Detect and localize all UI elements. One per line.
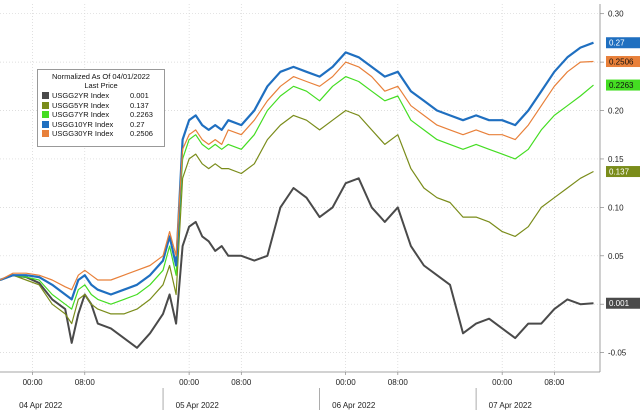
y-tick-label: 0.30	[608, 10, 624, 19]
series-line	[0, 109, 594, 325]
x-date-label: 06 Apr 2022	[332, 401, 376, 410]
legend-swatch	[42, 111, 49, 119]
legend-series-value: 0.2263	[130, 110, 153, 119]
x-tick-label: 00:00	[23, 378, 44, 387]
series-line	[0, 177, 594, 349]
x-tick-label: 08:00	[544, 378, 565, 387]
x-tick-label: 00:00	[179, 378, 200, 387]
legend: Normalized As Of 04/01/2022 Last Price U…	[37, 69, 165, 147]
x-date-label: 07 Apr 2022	[489, 401, 533, 410]
last-price-tag	[606, 79, 640, 91]
legend-series-name: USGG30YR Index	[52, 129, 114, 138]
x-tick-label: 08:00	[75, 378, 96, 387]
x-tick-label: 00:00	[336, 378, 357, 387]
series-line	[0, 60, 594, 291]
last-price-label: 0.2506	[609, 58, 634, 67]
legend-item: USGG10YR Index 0.27	[42, 120, 160, 130]
x-tick-label: 08:00	[231, 378, 252, 387]
last-price-tag	[606, 37, 640, 49]
y-tick-label: 0.15	[608, 155, 624, 164]
last-price-tag	[606, 56, 640, 68]
legend-title: Normalized As Of 04/01/2022	[52, 72, 150, 81]
legend-swatch	[42, 92, 49, 100]
y-tick-label: 0.10	[608, 203, 624, 212]
last-price-label: 0.27	[609, 39, 625, 48]
last-price-label: 0.137	[609, 168, 630, 177]
legend-item: USGG5YR Index 0.137	[42, 101, 160, 111]
last-price-label: 0.2263	[609, 81, 634, 90]
y-tick-label: 0.20	[608, 107, 624, 116]
legend-series-value: 0.137	[130, 100, 149, 110]
last-price-tag	[606, 297, 640, 309]
series-line	[0, 75, 594, 310]
last-price-label: 0.001	[609, 299, 630, 308]
legend-swatch	[42, 101, 49, 109]
legend-series-value: 0.001	[130, 91, 149, 100]
x-date-label: 05 Apr 2022	[176, 401, 220, 410]
last-price-tag	[606, 166, 640, 178]
legend-series-name: USGG5YR Index	[52, 100, 110, 110]
legend-item: USGG2YR Index 0.001	[42, 91, 160, 101]
legend-item: USGG30YR Index 0.2506	[42, 129, 160, 139]
x-date-label: 04 Apr 2022	[19, 401, 63, 410]
legend-swatch	[42, 120, 49, 128]
y-tick-label: 0.05	[608, 252, 624, 261]
x-tick-label: 00:00	[492, 378, 513, 387]
legend-subtitle: Last Price	[84, 81, 118, 90]
legend-swatch	[42, 130, 49, 138]
y-tick-label: -0.05	[608, 349, 627, 358]
legend-series-value: 0.2506	[130, 129, 153, 138]
series-line	[0, 41, 594, 301]
x-tick-label: 08:00	[388, 378, 409, 387]
legend-series-name: USGG7YR Index	[52, 110, 110, 119]
legend-series-name: USGG10YR Index	[52, 119, 114, 129]
legend-series-value: 0.27	[130, 119, 145, 129]
legend-series-name: USGG2YR Index	[52, 91, 110, 100]
legend-item: USGG7YR Index 0.2263	[42, 110, 160, 120]
